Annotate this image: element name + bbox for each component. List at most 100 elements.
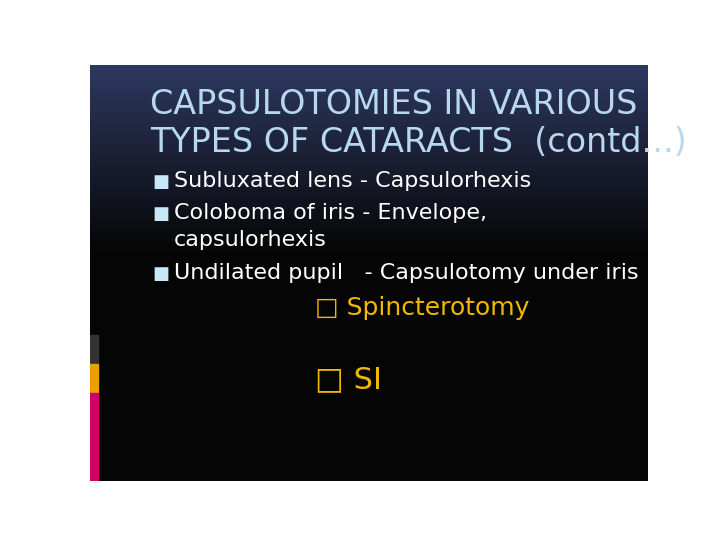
Bar (90, 106, 648, 109)
Bar (90, 304, 648, 306)
Bar (90, 235, 648, 238)
Bar (90, 277, 648, 279)
Text: Undilated pupil   - Capsulotomy under iris: Undilated pupil - Capsulotomy under iris (174, 264, 639, 284)
Bar (90, 119, 648, 121)
Bar (90, 152, 648, 154)
Bar (90, 424, 648, 427)
Bar (90, 439, 648, 441)
Bar (90, 287, 648, 289)
Bar (90, 141, 648, 144)
Bar (90, 248, 648, 250)
Bar (90, 321, 648, 322)
Bar (90, 154, 648, 156)
Bar (90, 356, 648, 358)
Bar (90, 271, 648, 273)
Bar (90, 131, 648, 133)
Bar (90, 429, 648, 431)
Bar (90, 331, 648, 333)
Bar (90, 109, 648, 111)
Bar (90, 98, 648, 100)
Bar (90, 246, 648, 248)
Bar (90, 339, 648, 341)
Bar (90, 335, 648, 337)
Bar (90, 187, 648, 190)
Bar (90, 435, 648, 437)
Bar (90, 343, 648, 346)
Bar (90, 165, 648, 167)
Bar (90, 82, 648, 84)
Bar (90, 100, 648, 102)
Bar (90, 87, 648, 90)
Bar (90, 285, 648, 287)
Bar (90, 210, 648, 212)
Bar (90, 260, 648, 262)
Bar (90, 140, 648, 141)
Bar (90, 192, 648, 194)
Bar (90, 383, 648, 385)
Bar (90, 181, 648, 183)
Bar (90, 352, 648, 354)
Bar (90, 433, 648, 435)
Bar (90, 214, 648, 217)
Text: ■: ■ (152, 173, 169, 191)
Bar (90, 279, 648, 281)
Bar (90, 456, 648, 458)
Bar (90, 148, 648, 150)
Text: TYPES OF CATARACTS  (contd...): TYPES OF CATARACTS (contd...) (150, 126, 687, 159)
Bar (90, 85, 648, 87)
Bar (90, 335, 98, 364)
Bar (90, 171, 648, 173)
Bar (90, 316, 648, 319)
Bar (90, 364, 648, 366)
Bar (90, 233, 648, 235)
Bar (90, 362, 648, 364)
Bar (90, 208, 648, 211)
Bar (90, 295, 648, 298)
Bar (90, 443, 648, 446)
Bar (90, 79, 648, 82)
Bar (90, 319, 648, 321)
Bar (90, 416, 648, 418)
Bar (90, 168, 648, 171)
Bar (90, 96, 648, 98)
Bar (90, 349, 648, 352)
Bar (90, 468, 648, 470)
Bar (90, 254, 648, 256)
Bar (90, 370, 648, 373)
Bar (90, 190, 648, 192)
Bar (90, 472, 648, 474)
Text: ■: ■ (152, 205, 169, 223)
Bar (90, 306, 648, 308)
Bar (90, 69, 648, 71)
Bar (90, 266, 648, 268)
Bar (90, 418, 648, 420)
Bar (90, 111, 648, 113)
Bar (90, 395, 648, 397)
Bar (90, 204, 648, 206)
Bar (90, 329, 648, 331)
Bar (90, 127, 648, 129)
Bar (90, 129, 648, 131)
Bar (90, 462, 648, 464)
Bar (90, 358, 648, 360)
Bar (90, 464, 648, 466)
Bar (90, 252, 648, 254)
Bar (90, 402, 648, 404)
Bar (90, 227, 648, 229)
Bar (90, 302, 648, 304)
Bar (90, 377, 648, 379)
Bar (90, 117, 648, 119)
Bar (90, 373, 648, 375)
Bar (90, 408, 648, 410)
Bar (90, 308, 648, 310)
Text: Subluxated lens - Capsulorhexis: Subluxated lens - Capsulorhexis (174, 171, 531, 191)
Bar (90, 262, 648, 265)
Bar (90, 179, 648, 181)
Bar (90, 77, 648, 79)
Bar (90, 310, 648, 312)
Bar (90, 346, 648, 348)
Bar (90, 73, 648, 75)
Bar (90, 387, 648, 389)
Bar (90, 420, 648, 422)
Bar (90, 94, 648, 96)
